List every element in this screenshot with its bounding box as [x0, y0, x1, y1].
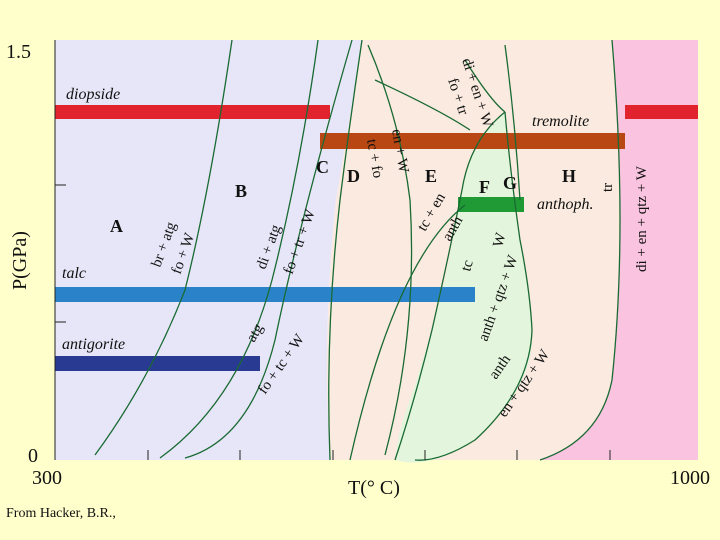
rxn-en-w: en + W — [388, 128, 412, 175]
curve-di-en-w — [464, 59, 506, 113]
y-min-label: 0 — [28, 445, 38, 467]
talc-band — [55, 287, 475, 302]
diopside-band-right — [625, 105, 698, 119]
y-max-label: 1.5 — [6, 41, 31, 63]
rxn-tc: tc — [458, 258, 476, 273]
field-label-d: D — [347, 166, 360, 186]
label-talc: talc — [62, 265, 86, 282]
curve-en-w — [367, 44, 413, 456]
x-min-label: 300 — [32, 467, 62, 489]
label-diopside: diopside — [66, 86, 120, 103]
curve-br-atg — [94, 39, 233, 456]
label-anthophyllite: anthoph. — [537, 196, 593, 213]
curve-en-qtz-w — [414, 329, 533, 461]
y-axis-title: P(GPa) — [9, 231, 31, 290]
field-label-g: G — [503, 173, 517, 193]
x-axis-title: T(° C) — [348, 477, 400, 499]
curve-atg-limit — [184, 39, 353, 459]
field-label-a: A — [110, 216, 123, 236]
anthophyllite-band — [458, 197, 524, 212]
curve-anth-qtz-w — [504, 111, 533, 331]
x-max-label: 1000 — [670, 467, 710, 489]
curve-anthoph-limit — [504, 44, 521, 201]
curve-tc-w — [349, 204, 466, 461]
curve-anth-upper — [461, 111, 506, 191]
rxn-anth-w: W — [490, 230, 509, 249]
field-label-f: F — [479, 177, 490, 197]
source-citation: From Hacker, B.R., — [6, 506, 116, 521]
label-tremolite: tremolite — [532, 113, 589, 130]
antigorite-band — [55, 356, 260, 371]
tremolite-band — [320, 133, 625, 149]
field-label-e: E — [425, 166, 437, 186]
curve-tc-en — [374, 79, 471, 131]
curve-anth-left — [394, 189, 463, 461]
field-a-b-region — [55, 40, 362, 460]
label-antigorite: antigorite — [62, 336, 125, 353]
rxn-di-en-qtz-w: di + en + qtz + W — [634, 165, 650, 272]
curve-di-en-qtz-w — [539, 39, 621, 461]
diopside-band — [55, 105, 330, 119]
curve-di-atg — [159, 39, 319, 459]
field-label-c: C — [316, 157, 329, 177]
field-label-b: B — [235, 181, 247, 201]
field-label-h: H — [562, 166, 576, 186]
rxn-tc-fo: tc + fo — [363, 138, 386, 179]
high-temp-region — [540, 40, 698, 460]
rxn-tr: tr — [600, 183, 616, 192]
curve-tc-fo — [328, 39, 363, 461]
